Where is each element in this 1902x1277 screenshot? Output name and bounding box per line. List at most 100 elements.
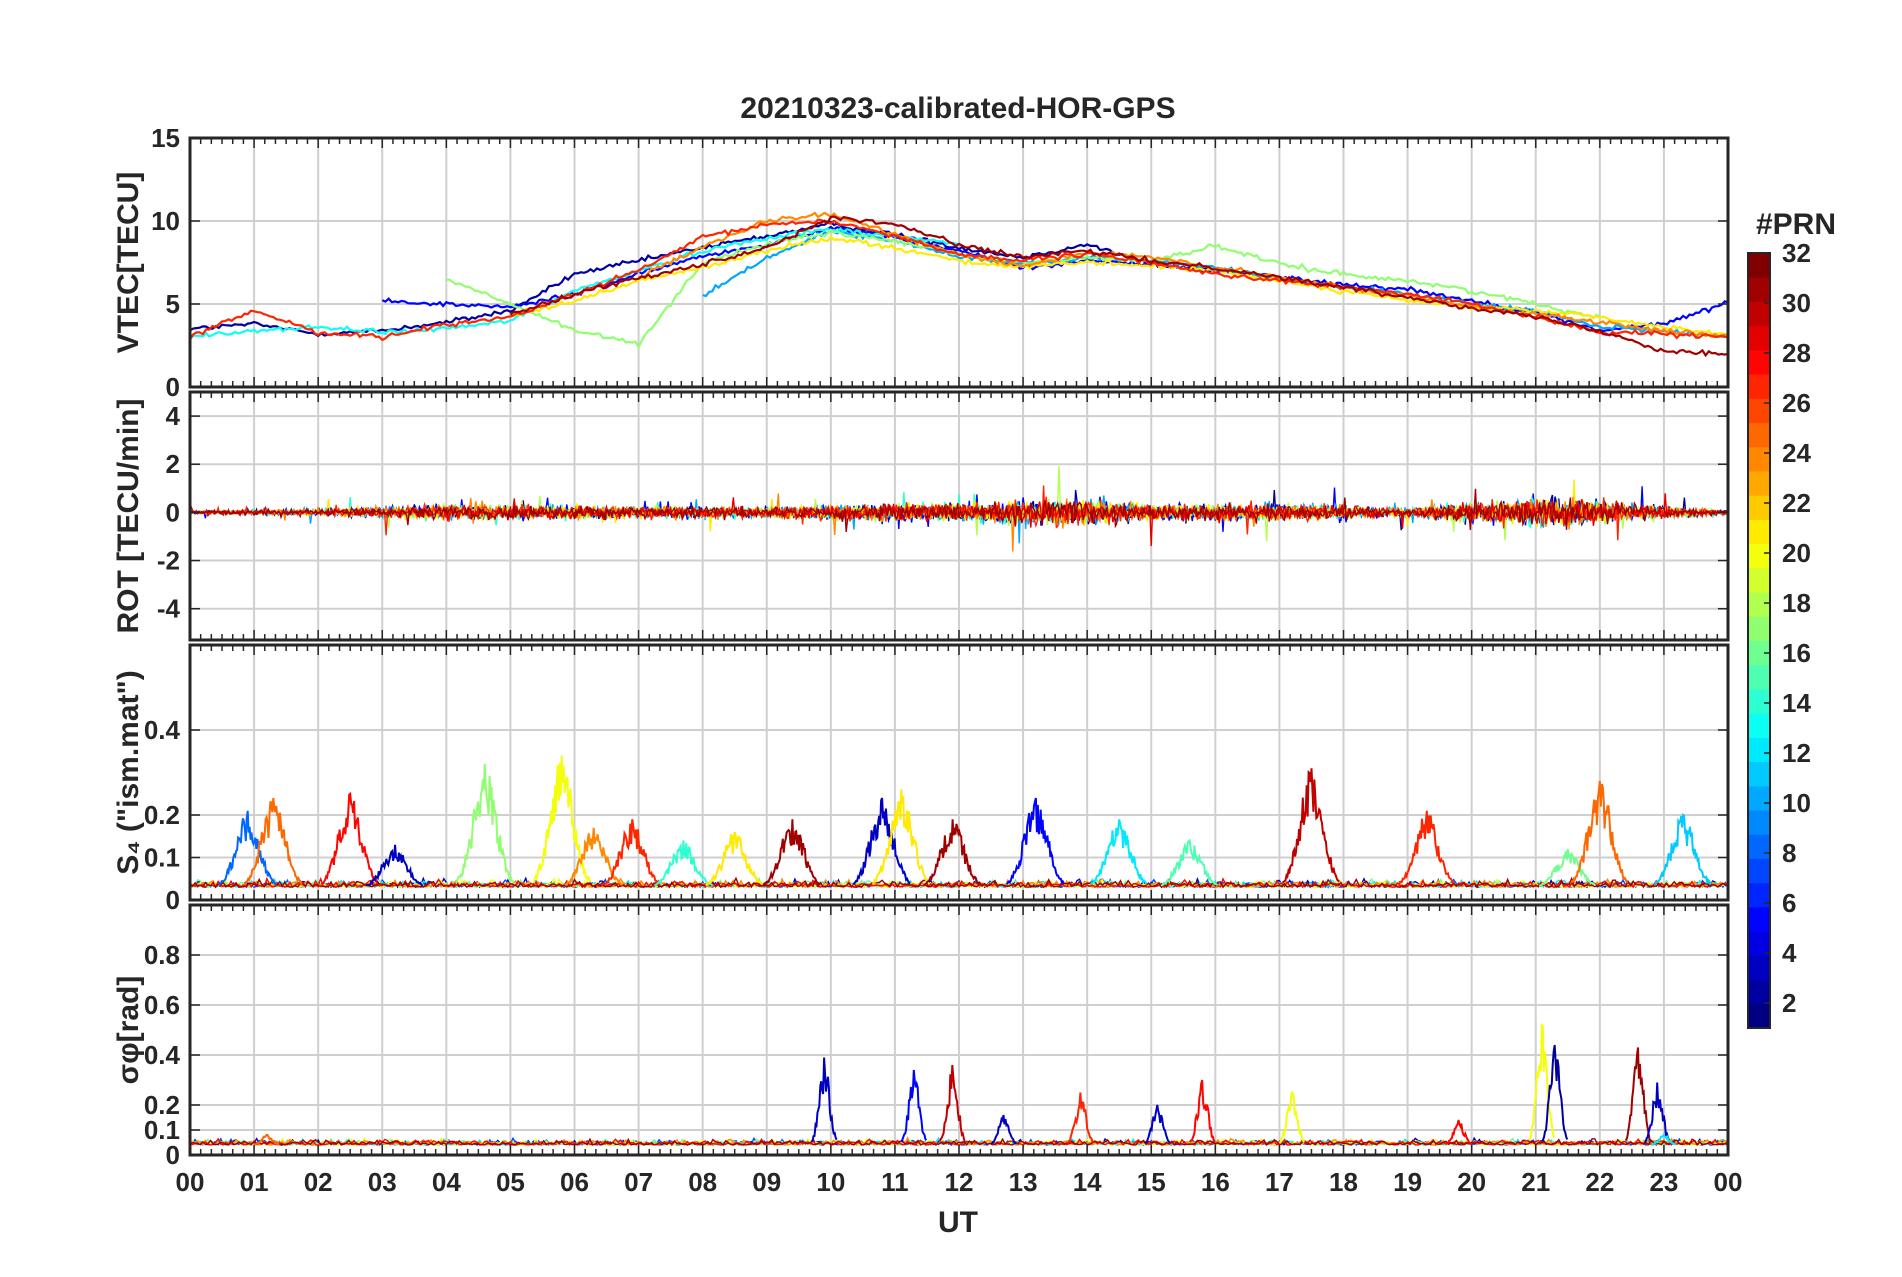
panel-sigma_phi: 00.10.2 0.4 0.6 0.8 σφ[rad] bbox=[112, 903, 1730, 1170]
colorbar-tick-label: 14 bbox=[1782, 688, 1811, 718]
colorbar-segment bbox=[1748, 737, 1770, 763]
colorbar-segment bbox=[1748, 446, 1770, 472]
colorbar-segment bbox=[1748, 979, 1770, 1005]
peak-trace-prn-3 bbox=[810, 1057, 838, 1143]
peak-trace-prn-20 bbox=[1278, 1090, 1305, 1145]
colorbar-segment bbox=[1748, 1003, 1770, 1029]
y-tick-label: 0 bbox=[166, 372, 180, 402]
colorbar-segment bbox=[1748, 931, 1770, 956]
peak-trace-prn-14 bbox=[654, 840, 713, 887]
colorbar-segment bbox=[1748, 398, 1770, 424]
series-line-prn-31 bbox=[509, 215, 1728, 358]
colorbar-segment bbox=[1748, 688, 1770, 714]
panel-rot: -4 -2 0 2 4 ROT [TECU/min] bbox=[112, 390, 1730, 642]
y-tick-label: 0.1 bbox=[144, 843, 180, 873]
colorbar-tick-label: 22 bbox=[1782, 488, 1811, 518]
colorbar-tick-label: 32 bbox=[1782, 238, 1811, 268]
colorbar-segment bbox=[1748, 253, 1770, 278]
x-tick-label: 00 bbox=[176, 1167, 205, 1197]
y-tick-label: -4 bbox=[157, 594, 181, 624]
y-tick-label: 0.1 bbox=[144, 1115, 180, 1145]
colorbar-tick-label: 30 bbox=[1782, 288, 1811, 318]
colorbar-tick-label: 2 bbox=[1782, 988, 1796, 1018]
peak-trace-prn-3 bbox=[1144, 1104, 1171, 1144]
colorbar-segment bbox=[1748, 470, 1770, 496]
x-tick-label: 03 bbox=[368, 1167, 397, 1197]
x-tick-label: 20 bbox=[1457, 1167, 1486, 1197]
x-tick-label: 07 bbox=[624, 1167, 653, 1197]
colorbar-segment bbox=[1748, 543, 1770, 569]
x-tick-label: 16 bbox=[1201, 1167, 1230, 1197]
colorbar-segment bbox=[1748, 882, 1770, 908]
series-group bbox=[190, 465, 1728, 552]
colorbar-segment bbox=[1748, 567, 1770, 593]
y-tick-label: 0.2 bbox=[144, 800, 180, 830]
peak-trace-prn-16 bbox=[1539, 848, 1596, 887]
baseline-trace-prn-31 bbox=[190, 876, 1728, 889]
y-tick-label: 5 bbox=[166, 289, 180, 319]
colorbar-segment bbox=[1748, 906, 1770, 932]
peak-trace-prn-31 bbox=[762, 819, 821, 886]
colorbar-segment bbox=[1748, 810, 1770, 835]
x-axis-label: UT bbox=[938, 1206, 978, 1239]
peak-trace-prn-12 bbox=[1650, 1133, 1677, 1146]
peak-trace-prn-20 bbox=[1528, 1022, 1556, 1141]
y-tick-label: -2 bbox=[157, 546, 180, 576]
colorbar-tick-label: 20 bbox=[1782, 538, 1811, 568]
peak-trace-prn-27 bbox=[1066, 1092, 1094, 1144]
y-axis-label-sigma_phi: σφ[rad] bbox=[112, 976, 145, 1085]
colorbar-segment bbox=[1748, 349, 1770, 375]
colorbar-tick-label: 24 bbox=[1782, 438, 1811, 468]
colorbar-segment bbox=[1748, 325, 1770, 351]
peak-trace-prn-3 bbox=[365, 844, 424, 887]
peak-trace-prn-25 bbox=[243, 797, 303, 886]
x-tick-label: 08 bbox=[688, 1167, 717, 1197]
y-tick-label: 15 bbox=[151, 123, 180, 153]
series-line-prn-27 bbox=[190, 218, 1728, 342]
peak-trace-prn-12 bbox=[1089, 819, 1148, 886]
peak-trace-prn-31 bbox=[923, 819, 982, 886]
peak-trace-prn-3 bbox=[852, 797, 911, 885]
x-tick-label: 14 bbox=[1073, 1167, 1102, 1197]
colorbar-segment bbox=[1748, 713, 1770, 738]
panel-s4: 0 0.1 0.2 0.4S₄ ("ism.mat") bbox=[112, 643, 1730, 915]
peak-trace-prn-11 bbox=[1653, 813, 1712, 886]
x-tick-label: 01 bbox=[240, 1167, 269, 1197]
series-group bbox=[190, 755, 1728, 889]
y-tick-label: 0.6 bbox=[144, 990, 180, 1020]
chart-title: 20210323-calibrated-HOR-GPS bbox=[740, 92, 1175, 125]
y-tick-label: 0 bbox=[166, 1140, 180, 1170]
peak-trace-prn-28 bbox=[320, 791, 379, 885]
y-tick-label: 4 bbox=[166, 401, 181, 431]
colorbar-frame bbox=[1747, 252, 1771, 1029]
x-tick-label: 21 bbox=[1521, 1167, 1550, 1197]
peak-trace-prn-5 bbox=[900, 1069, 928, 1143]
colorbar-segment bbox=[1748, 640, 1770, 666]
x-tick-label: 02 bbox=[304, 1167, 333, 1197]
colorbar-tick-label: 8 bbox=[1782, 838, 1796, 868]
peak-trace-prn-27 bbox=[603, 819, 661, 886]
x-tick-label: 00 bbox=[1714, 1167, 1743, 1197]
colorbar-segment bbox=[1748, 834, 1770, 859]
colorbar-segment bbox=[1748, 761, 1770, 787]
series-line-prn-31 bbox=[190, 488, 1728, 532]
x-tick-label: 19 bbox=[1393, 1167, 1422, 1197]
x-tick-label: 05 bbox=[496, 1167, 525, 1197]
y-tick-label: 10 bbox=[151, 206, 180, 236]
x-tick-label: 12 bbox=[945, 1167, 974, 1197]
x-tick-label: 18 bbox=[1329, 1167, 1358, 1197]
peak-trace-prn-15 bbox=[1160, 838, 1218, 887]
peak-trace-prn-30 bbox=[1282, 768, 1341, 884]
colorbar-segment bbox=[1748, 301, 1770, 327]
series-group bbox=[190, 211, 1728, 358]
y-tick-label: 0.4 bbox=[144, 1040, 181, 1070]
x-tick-label: 22 bbox=[1585, 1167, 1614, 1197]
y-tick-label: 0 bbox=[166, 497, 180, 527]
colorbar-segment bbox=[1748, 664, 1770, 690]
x-tick-label: 06 bbox=[560, 1167, 589, 1197]
peak-trace-prn-3 bbox=[990, 1114, 1017, 1145]
